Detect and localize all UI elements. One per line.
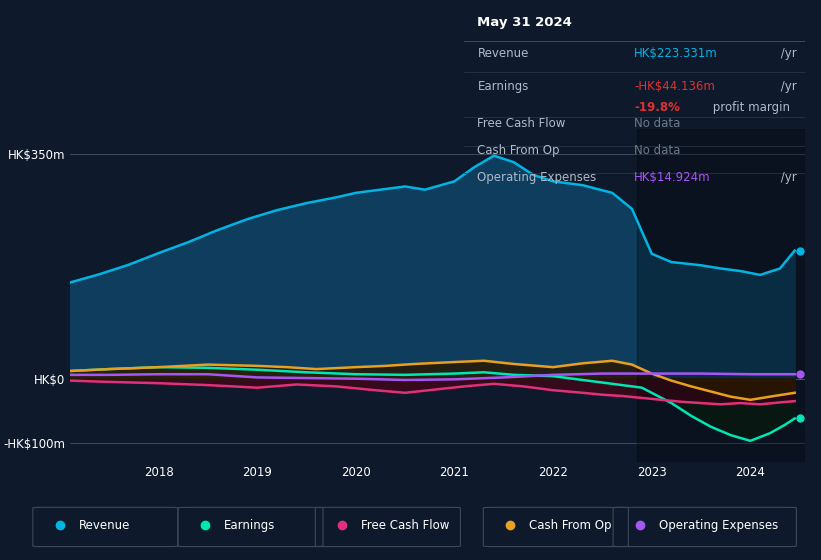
- Text: /yr: /yr: [777, 47, 797, 60]
- Text: Earnings: Earnings: [478, 80, 529, 93]
- Text: No data: No data: [635, 143, 681, 157]
- Text: Operating Expenses: Operating Expenses: [659, 519, 778, 532]
- Text: No data: No data: [635, 116, 681, 129]
- Text: -19.8%: -19.8%: [635, 101, 680, 114]
- Text: Operating Expenses: Operating Expenses: [478, 171, 597, 184]
- Text: HK$223.331m: HK$223.331m: [635, 47, 718, 60]
- Text: Revenue: Revenue: [478, 47, 529, 60]
- Text: profit margin: profit margin: [709, 101, 790, 114]
- Text: May 31 2024: May 31 2024: [478, 16, 572, 29]
- Text: /yr: /yr: [777, 171, 797, 184]
- Text: Cash From Op: Cash From Op: [530, 519, 612, 532]
- Text: HK$14.924m: HK$14.924m: [635, 171, 711, 184]
- Text: Free Cash Flow: Free Cash Flow: [361, 519, 450, 532]
- Text: -HK$44.136m: -HK$44.136m: [635, 80, 715, 93]
- Text: Free Cash Flow: Free Cash Flow: [478, 116, 566, 129]
- Text: Cash From Op: Cash From Op: [478, 143, 560, 157]
- Bar: [637, 129, 805, 462]
- Text: Earnings: Earnings: [224, 519, 275, 532]
- Text: /yr: /yr: [777, 80, 797, 93]
- Text: Revenue: Revenue: [79, 519, 130, 532]
